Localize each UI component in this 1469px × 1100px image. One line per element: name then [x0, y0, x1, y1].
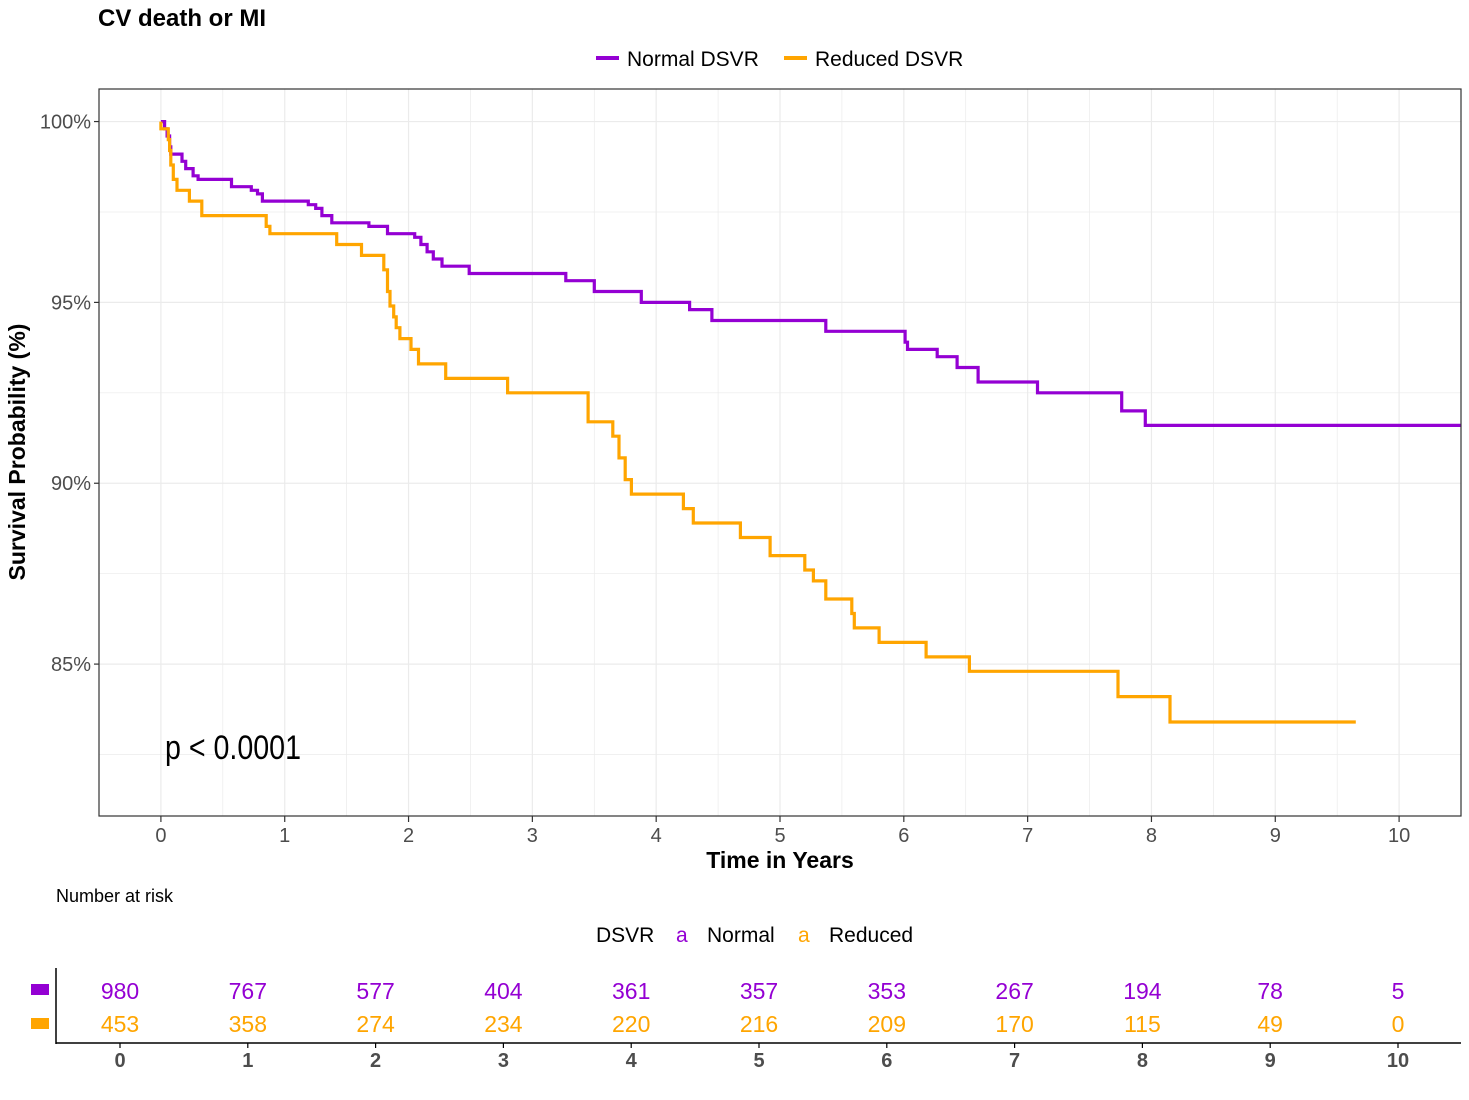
risk-count-normal: 361 [612, 978, 650, 1004]
p-value-annotation: p < 0.0001 [165, 729, 301, 767]
risk-count-reduced: 49 [1257, 1011, 1283, 1037]
risk-x-tick-label: 4 [626, 1050, 638, 1072]
risk-count-normal: 5 [1392, 978, 1405, 1004]
legend: Normal DSVR Reduced DSVR [596, 48, 963, 71]
risk-row-swatch-reduced [31, 1018, 49, 1029]
risk-count-reduced: 170 [995, 1011, 1033, 1037]
series-line-reduced-dsvr [159, 121, 1356, 724]
x-tick-label: 8 [1146, 825, 1157, 847]
series-line-normal-dsvr [160, 120, 1461, 427]
chart-title: CV death or MI [98, 5, 266, 32]
x-tick-label: 5 [774, 825, 785, 847]
risk-legend-label-reduced: Reduced [829, 924, 913, 947]
risk-count-reduced: 0 [1392, 1011, 1405, 1037]
risk-count-reduced: 234 [484, 1011, 523, 1037]
risk-legend-glyph-normal: a [676, 924, 688, 947]
y-axis-title: Survival Probability (%) [4, 324, 30, 581]
x-tick-label: 6 [898, 825, 909, 847]
risk-count-normal: 577 [356, 978, 394, 1004]
risk-x-tick-label: 2 [370, 1050, 381, 1072]
risk-count-normal: 357 [740, 978, 778, 1004]
x-tick-label: 9 [1270, 825, 1281, 847]
y-tick-label: 100% [40, 112, 91, 134]
grid [99, 89, 1461, 816]
x-axis: 0 1 2 3 4 5 6 7 8 9 10 [155, 816, 1410, 847]
x-axis-title: Time in Years [706, 847, 853, 873]
legend-label-reduced: Reduced DSVR [815, 48, 963, 71]
risk-count-normal: 78 [1257, 978, 1283, 1004]
risk-x-tick-label: 6 [881, 1050, 892, 1072]
risk-x-tick-label: 3 [498, 1050, 509, 1072]
x-tick-label: 4 [651, 825, 662, 847]
plot-area: 85% 90% 95% 100% 0 1 2 3 4 5 6 7 8 9 10 p < 0.0001 [40, 88, 1462, 847]
x-tick-label: 1 [279, 825, 290, 847]
risk-table: Number at risk DSVR a Normal a Reduced 9… [31, 886, 1461, 1072]
x-tick-label: 7 [1022, 825, 1033, 847]
legend-label-normal: Normal DSVR [627, 48, 759, 71]
risk-x-tick-label: 8 [1137, 1050, 1148, 1072]
risk-x-tick-label: 10 [1387, 1050, 1409, 1072]
risk-legend-title: DSVR [596, 924, 654, 947]
x-tick-label: 2 [403, 825, 414, 847]
x-tick-label: 0 [155, 825, 166, 847]
risk-count-reduced: 453 [101, 1011, 139, 1037]
risk-count-reduced: 115 [1124, 1011, 1161, 1037]
risk-x-tick-label: 7 [1009, 1050, 1020, 1072]
risk-count-normal: 194 [1123, 978, 1162, 1004]
risk-legend-glyph-reduced: a [798, 924, 810, 947]
risk-x-tick-label: 9 [1265, 1050, 1276, 1072]
risk-table-title: Number at risk [56, 886, 174, 906]
risk-x-tick-label: 0 [114, 1050, 125, 1072]
risk-count-reduced: 358 [229, 1011, 267, 1037]
y-axis: 85% 90% 95% 100% [40, 112, 99, 676]
y-tick-label: 90% [51, 473, 91, 495]
x-tick-label: 10 [1388, 825, 1410, 847]
risk-count-reduced: 216 [740, 1011, 778, 1037]
risk-count-normal: 353 [868, 978, 906, 1004]
risk-count-normal: 980 [101, 978, 139, 1004]
risk-count-normal: 404 [484, 978, 523, 1004]
risk-count-normal: 767 [229, 978, 267, 1004]
risk-count-normal: 267 [995, 978, 1033, 1004]
risk-count-reduced: 209 [868, 1011, 906, 1037]
x-tick-label: 3 [527, 825, 538, 847]
risk-x-tick-label: 5 [753, 1050, 764, 1072]
series-layer [159, 120, 1461, 724]
risk-count-reduced: 274 [356, 1011, 395, 1037]
risk-count-reduced: 220 [612, 1011, 650, 1037]
y-tick-label: 95% [51, 292, 91, 314]
risk-row-swatch-normal [31, 984, 49, 995]
risk-legend-label-normal: Normal [707, 924, 775, 947]
risk-x-tick-label: 1 [242, 1050, 253, 1072]
y-tick-label: 85% [51, 654, 91, 676]
